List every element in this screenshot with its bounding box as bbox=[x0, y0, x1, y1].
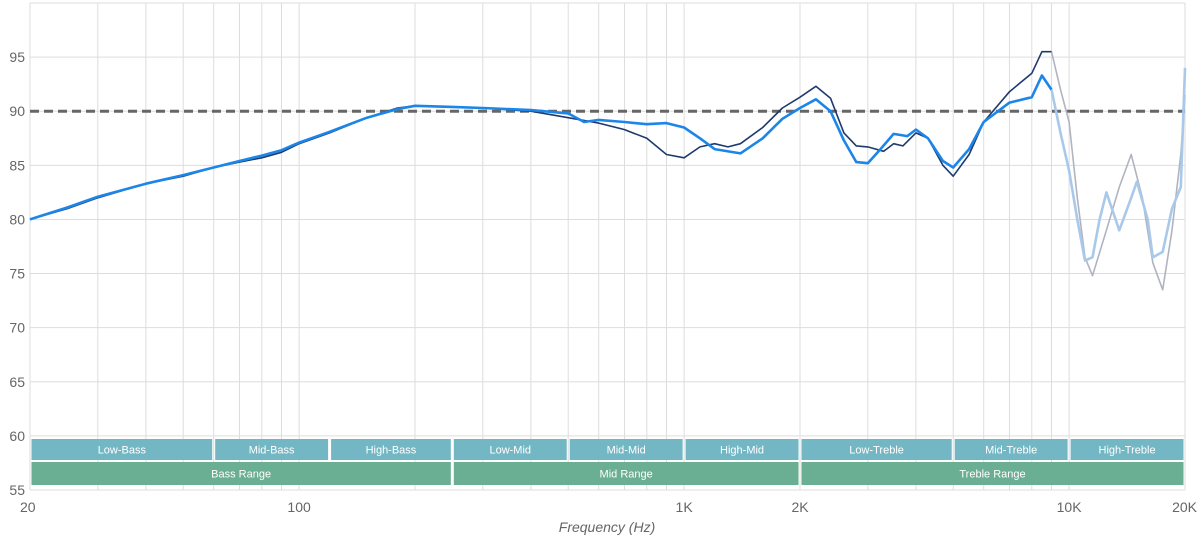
band-label: Mid-Treble bbox=[985, 445, 1037, 457]
band-label: Low-Bass bbox=[98, 445, 147, 457]
x-tick-label: 10K bbox=[1057, 499, 1083, 515]
y-tick-label: 80 bbox=[9, 211, 25, 227]
series-line-highfreq bbox=[1050, 67, 1187, 262]
band-label: Mid-Bass bbox=[249, 445, 295, 457]
y-tick-label: 65 bbox=[9, 374, 25, 390]
band-label: Mid-Mid bbox=[607, 445, 646, 457]
band-bar bbox=[31, 439, 213, 460]
band-bar bbox=[215, 439, 329, 460]
y-tick-label: 85 bbox=[9, 157, 25, 173]
x-tick-label: 1K bbox=[676, 499, 694, 515]
series-lines bbox=[29, 50, 1187, 291]
grid bbox=[29, 2, 1186, 491]
band-bar bbox=[801, 439, 952, 460]
series-line bbox=[29, 74, 1053, 221]
frequency-bands: Low-Bass Mid-Bass High-Bass Low-Mid Mid-Mid H… bbox=[31, 439, 1184, 485]
band-bar bbox=[453, 439, 567, 460]
x-axis-title: Frequency (Hz) bbox=[559, 519, 655, 535]
band-label: Mid Range bbox=[600, 469, 653, 481]
band-label: High-Bass bbox=[366, 445, 417, 457]
y-tick-label: 95 bbox=[9, 49, 25, 65]
band-label: Treble Range bbox=[959, 469, 1025, 481]
band-label: High-Mid bbox=[720, 445, 764, 457]
band-label: Low-Treble bbox=[849, 445, 904, 457]
x-axis-ticks: 20 100 1K 2K 10K 20K bbox=[20, 499, 1198, 515]
y-tick-label: 70 bbox=[9, 320, 25, 336]
band-bar bbox=[801, 462, 1184, 485]
band-label: Low-Mid bbox=[489, 445, 531, 457]
x-tick-label: 20K bbox=[1172, 499, 1198, 515]
band-label: High-Treble bbox=[1099, 445, 1156, 457]
band-bar bbox=[331, 439, 451, 460]
band-bar bbox=[954, 439, 1068, 460]
series-line-highfreq bbox=[1050, 51, 1186, 291]
y-tick-label: 90 bbox=[9, 103, 25, 119]
band-bar bbox=[453, 462, 799, 485]
y-tick-label: 75 bbox=[9, 266, 25, 282]
band-bar bbox=[1070, 439, 1184, 460]
x-tick-label: 100 bbox=[287, 499, 311, 515]
y-axis-ticks: 55 60 65 70 75 80 85 90 95 bbox=[9, 49, 25, 498]
x-tick-label: 20 bbox=[20, 499, 36, 515]
y-tick-label: 55 bbox=[9, 482, 25, 498]
band-bar bbox=[685, 439, 799, 460]
y-tick-label: 60 bbox=[9, 428, 25, 444]
band-label: Bass Range bbox=[211, 469, 271, 481]
band-bar bbox=[31, 462, 451, 485]
x-tick-label: 2K bbox=[791, 499, 809, 515]
plot-background bbox=[30, 3, 1185, 490]
band-bar bbox=[569, 439, 683, 460]
